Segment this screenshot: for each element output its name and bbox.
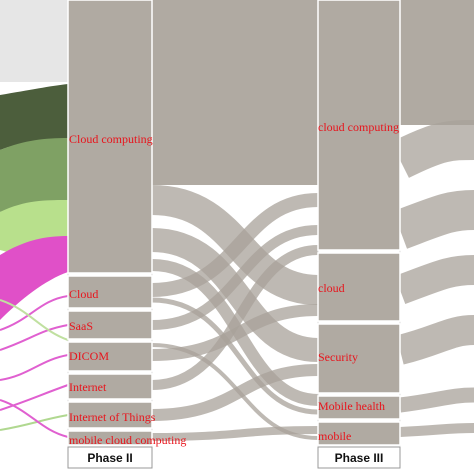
flow-pink	[0, 236, 68, 320]
node	[317, 252, 401, 322]
node-label: Internet	[69, 380, 107, 394]
node	[317, 323, 401, 394]
node	[67, 275, 153, 309]
flow-dark-green	[0, 84, 68, 150]
phase-label: Phase III	[335, 451, 384, 465]
node	[67, 401, 153, 429]
node-label: Security	[318, 350, 358, 364]
phase-box	[317, 446, 401, 469]
node-label: cloud	[318, 281, 345, 295]
node-label: Cloud	[69, 287, 98, 301]
node-label: Internet of Things	[69, 410, 156, 424]
phase-box	[67, 446, 153, 469]
flow-main	[152, 0, 318, 185]
node	[67, 341, 153, 372]
node	[67, 0, 153, 274]
node	[67, 373, 153, 400]
left-thin-flows	[0, 295, 69, 438]
phase-label: Phase II	[87, 451, 132, 465]
node	[317, 395, 401, 420]
node	[67, 430, 153, 446]
node-label: Cloud computing	[69, 132, 153, 146]
middle-flows	[151, 185, 319, 441]
node-label: mobile	[318, 429, 351, 443]
node-label: Mobile health	[318, 399, 385, 413]
right-flows	[391, 120, 474, 437]
node	[317, 0, 401, 251]
flow-right-main	[400, 0, 474, 125]
node	[67, 310, 153, 340]
node-label: mobile cloud computing	[69, 433, 186, 447]
node-label: DICOM	[69, 349, 109, 363]
node	[317, 421, 401, 446]
node-label: cloud computing	[318, 120, 399, 134]
left-block	[0, 0, 68, 82]
flow-green	[0, 138, 68, 212]
node-label: SaaS	[69, 319, 93, 333]
